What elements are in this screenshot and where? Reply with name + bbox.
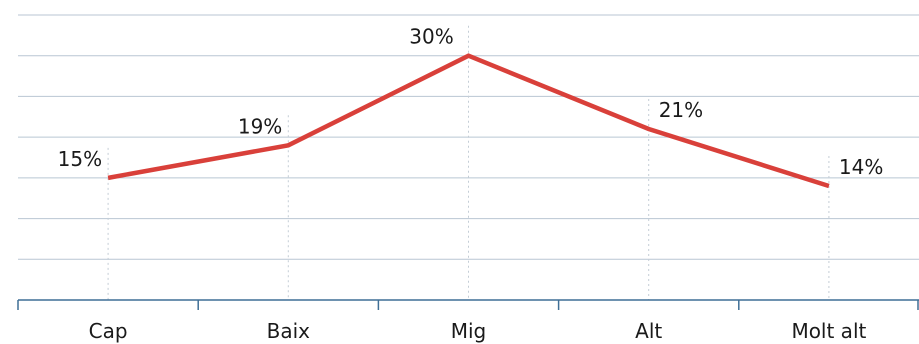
data-label: 21% xyxy=(659,98,703,122)
data-label: 19% xyxy=(238,114,282,138)
x-tick-label: Cap xyxy=(89,319,128,343)
x-tick-label: Baix xyxy=(267,319,311,343)
x-tick-label: Alt xyxy=(635,319,662,343)
x-tick-label: Molt alt xyxy=(791,319,866,343)
x-tick-label: Mig xyxy=(451,319,487,343)
x-axis xyxy=(17,299,919,310)
data-labels: 15% 19% 30% 21% 14% xyxy=(58,25,884,179)
data-label: 30% xyxy=(409,25,453,49)
data-label: 14% xyxy=(839,155,883,179)
category-labels: Cap Baix Mig Alt Molt alt xyxy=(89,319,867,343)
data-label: 15% xyxy=(58,147,102,171)
series xyxy=(107,53,830,189)
